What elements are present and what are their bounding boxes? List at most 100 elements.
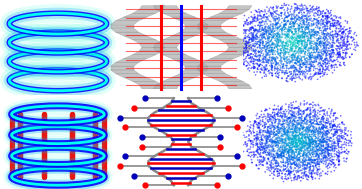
- Point: [260, 26, 265, 29]
- Point: [306, 155, 311, 158]
- Point: [298, 58, 304, 61]
- Point: [275, 38, 281, 41]
- Point: [263, 59, 269, 62]
- Point: [315, 139, 321, 142]
- Point: [279, 12, 285, 15]
- Point: [320, 22, 326, 25]
- Point: [281, 126, 287, 129]
- Point: [313, 116, 319, 119]
- Point: [284, 67, 290, 70]
- Point: [283, 77, 289, 80]
- Point: [313, 141, 319, 144]
- Point: [292, 54, 298, 57]
- Point: [270, 167, 276, 170]
- Point: [273, 63, 278, 66]
- Point: [298, 42, 304, 45]
- Point: [306, 156, 311, 159]
- Point: [280, 133, 286, 136]
- Point: [327, 62, 332, 65]
- Point: [310, 149, 315, 152]
- Point: [267, 50, 273, 53]
- Point: [284, 110, 290, 113]
- Point: [316, 58, 322, 61]
- Point: [345, 139, 351, 142]
- Point: [273, 156, 278, 159]
- Point: [252, 15, 258, 18]
- Point: [314, 71, 320, 74]
- Point: [315, 132, 321, 135]
- Point: [270, 29, 275, 32]
- Point: [330, 50, 336, 53]
- Point: [333, 118, 338, 121]
- Point: [265, 132, 271, 135]
- Point: [306, 68, 312, 71]
- Point: [287, 131, 293, 134]
- Point: [286, 53, 292, 56]
- Point: [278, 156, 284, 159]
- Point: [323, 139, 328, 142]
- Point: [276, 109, 282, 112]
- Point: [284, 131, 290, 134]
- Point: [318, 42, 324, 45]
- Point: [322, 147, 328, 150]
- Point: [334, 58, 340, 61]
- Point: [320, 157, 326, 160]
- Point: [274, 22, 280, 25]
- Point: [285, 119, 290, 122]
- Point: [260, 163, 265, 167]
- Point: [256, 122, 262, 125]
- Point: [271, 148, 277, 151]
- Point: [334, 136, 340, 139]
- Point: [294, 143, 300, 146]
- Point: [260, 40, 266, 43]
- Point: [320, 44, 326, 47]
- Point: [298, 137, 304, 140]
- Point: [307, 133, 312, 136]
- Point: [336, 146, 342, 149]
- Point: [266, 120, 272, 123]
- Point: [300, 26, 306, 29]
- Point: [278, 166, 284, 169]
- Point: [315, 153, 321, 156]
- Point: [295, 61, 300, 64]
- Point: [304, 125, 310, 129]
- Point: [308, 103, 314, 106]
- Point: [281, 150, 286, 153]
- Point: [299, 136, 305, 139]
- Point: [273, 152, 279, 155]
- Point: [304, 123, 310, 126]
- Point: [275, 36, 281, 39]
- Point: [298, 71, 304, 74]
- Point: [294, 156, 300, 159]
- Point: [270, 148, 276, 151]
- Point: [247, 23, 253, 26]
- Point: [304, 147, 310, 150]
- Point: [291, 71, 297, 74]
- Point: [295, 16, 301, 19]
- Point: [346, 43, 352, 46]
- Point: [260, 129, 266, 132]
- Point: [299, 110, 305, 113]
- Point: [264, 61, 269, 64]
- Point: [255, 121, 261, 124]
- Point: [288, 17, 294, 20]
- Point: [277, 137, 283, 140]
- Point: [322, 57, 328, 60]
- Point: [247, 129, 253, 132]
- Point: [295, 119, 300, 122]
- Point: [277, 115, 283, 118]
- Point: [306, 55, 312, 58]
- Point: [306, 157, 312, 160]
- Point: [327, 166, 333, 169]
- Point: [309, 175, 315, 178]
- Point: [274, 144, 279, 147]
- Point: [302, 139, 308, 142]
- Point: [293, 7, 299, 10]
- Point: [292, 119, 298, 122]
- Point: [268, 65, 274, 68]
- Point: [326, 60, 332, 63]
- Point: [339, 56, 345, 59]
- Point: [296, 28, 302, 31]
- Point: [325, 127, 331, 130]
- Point: [269, 172, 275, 175]
